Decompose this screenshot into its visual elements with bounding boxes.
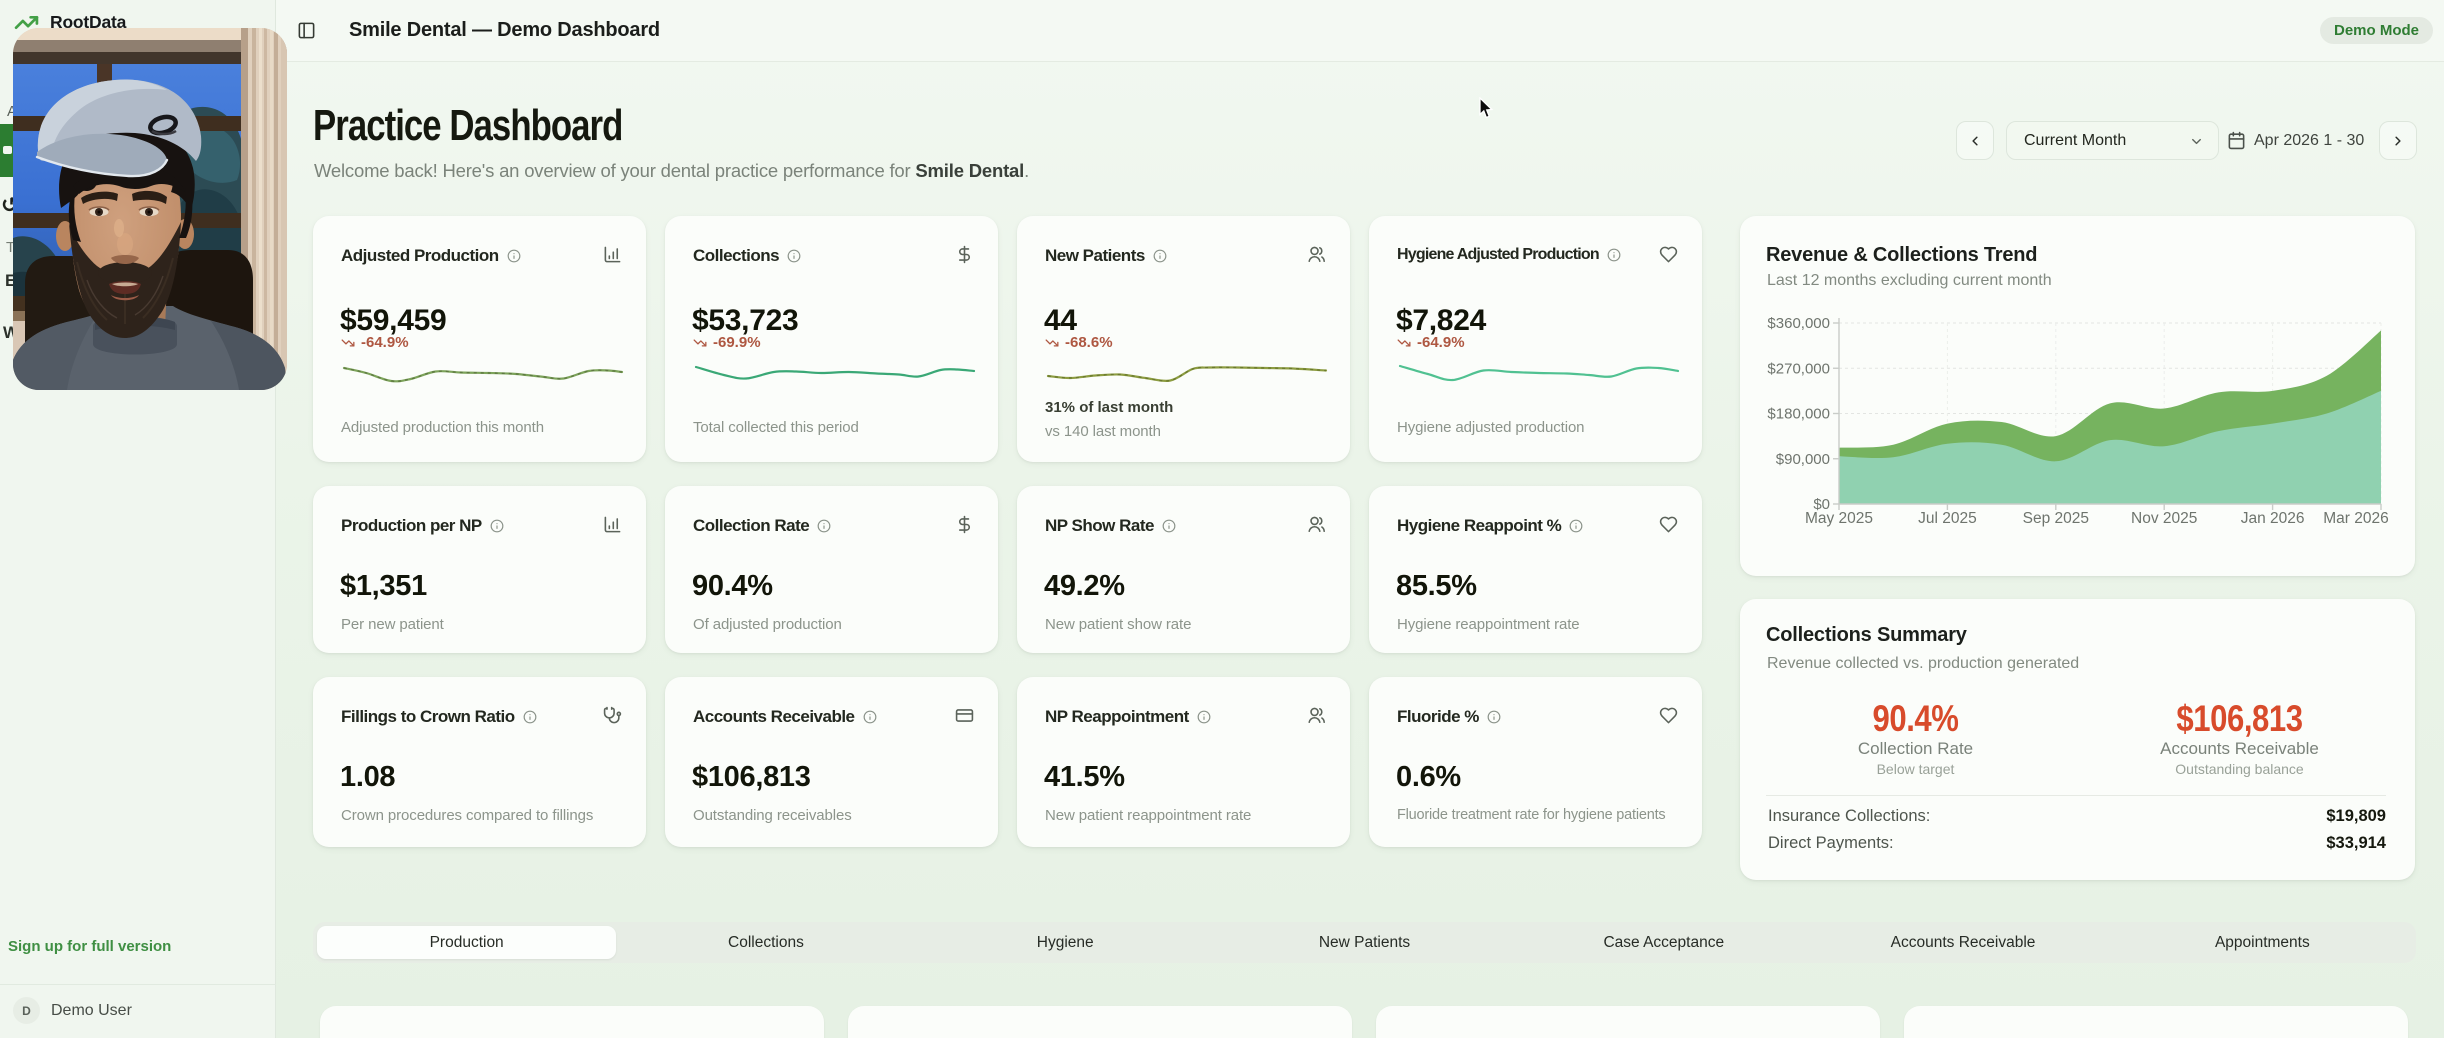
svg-text:$360,000: $360,000 [1767,315,1830,332]
svg-text:May 2025: May 2025 [1805,510,1873,527]
svg-text:$180,000: $180,000 [1767,406,1830,423]
svg-text:$90,000: $90,000 [1776,451,1830,468]
svg-text:Jul 2025: Jul 2025 [1918,510,1977,527]
svg-text:$270,000: $270,000 [1767,360,1830,377]
svg-text:Jan 2026: Jan 2026 [2241,510,2305,527]
svg-text:Mar 2026: Mar 2026 [2323,510,2388,527]
svg-text:Nov 2025: Nov 2025 [2131,510,2197,527]
svg-text:$0: $0 [1813,496,1830,513]
svg-text:Sep 2025: Sep 2025 [2023,510,2089,527]
